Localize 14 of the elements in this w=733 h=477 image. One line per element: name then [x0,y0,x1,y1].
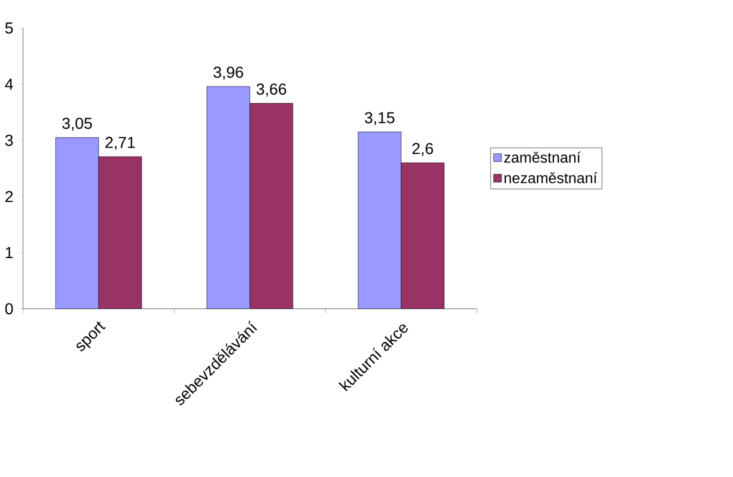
y-tick-label: 1 [6,247,13,258]
data-label: 2,6 [412,142,433,156]
y-tick-label: 5 [5,22,13,34]
y-tick-label: 3 [5,134,13,146]
data-label: 3,15 [364,112,394,126]
data-label: 3,05 [62,118,92,131]
y-tick-label: 2 [5,190,13,202]
data-label: 3,96 [214,66,244,80]
data-label: 2,71 [106,136,135,150]
y-tick-label: 0 [5,303,13,314]
legend-label: nezaměstnaní [504,172,598,184]
legend-label: zaměstnaní [504,152,581,163]
y-tick-label: 4 [5,78,14,90]
data-label: 3,66 [256,83,286,96]
